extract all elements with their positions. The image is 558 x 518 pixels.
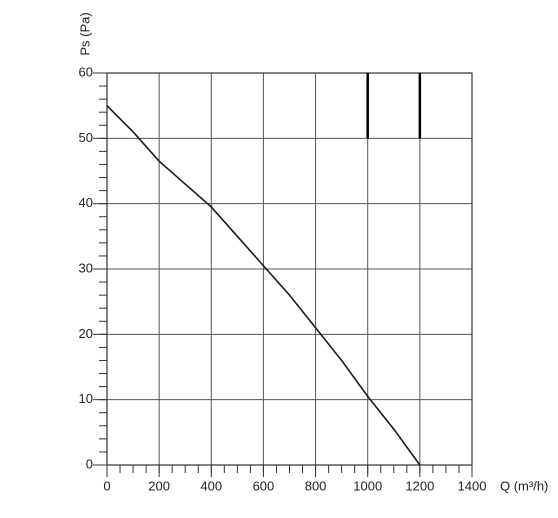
curve — [106, 105, 421, 466]
y-tick-label: 50 — [79, 130, 93, 145]
y-tick-label: 10 — [79, 391, 93, 406]
x-axis-label: Q (m³/h) — [500, 478, 548, 493]
x-tick-label: 800 — [305, 478, 327, 493]
y-axis-label: Ps (Pa) — [77, 12, 92, 55]
y-tick-label: 60 — [79, 64, 93, 79]
x-tick-label: 1000 — [353, 478, 382, 493]
x-tick-label: 1200 — [405, 478, 434, 493]
x-tick-label: 400 — [200, 478, 222, 493]
plot-frame — [106, 72, 473, 466]
x-tick-label: 600 — [253, 478, 275, 493]
y-tick-label: 20 — [79, 326, 93, 341]
y-tick-label: 0 — [86, 456, 93, 471]
x-tick-label: 1400 — [458, 478, 487, 493]
y-tick-label: 40 — [79, 195, 93, 210]
y-tick-label: 30 — [79, 260, 93, 275]
x-tick-label: 200 — [148, 478, 170, 493]
x-tick-label: 0 — [103, 478, 110, 493]
